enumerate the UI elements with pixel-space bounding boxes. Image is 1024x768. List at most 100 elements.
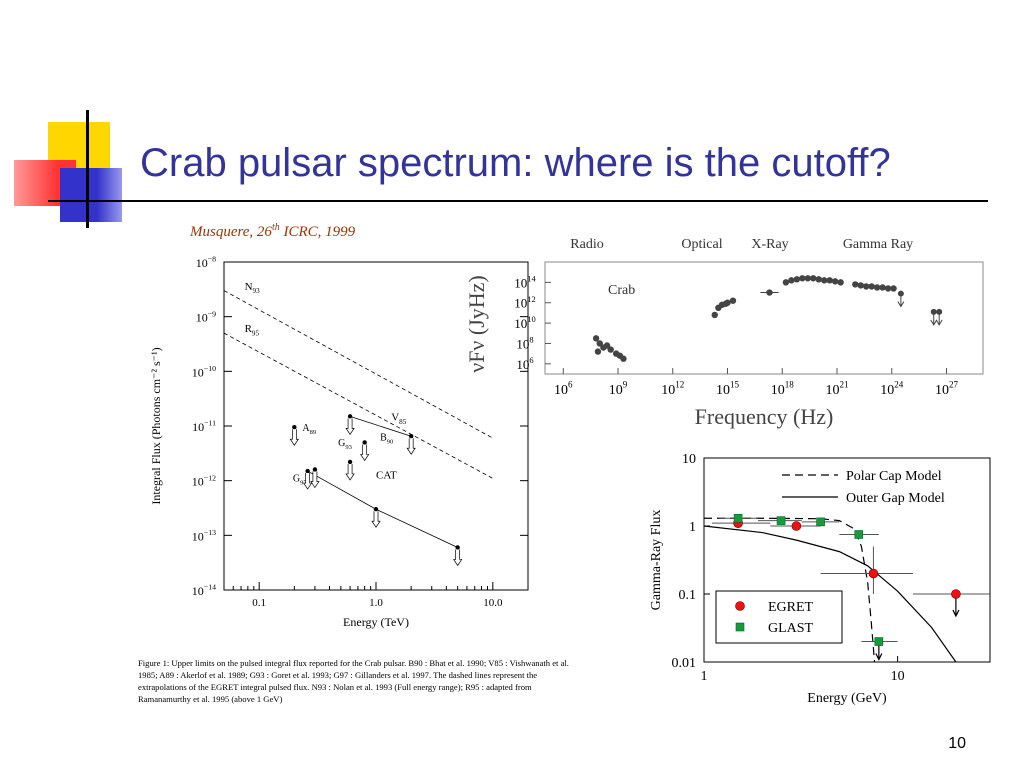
upper-limit-arrow — [289, 429, 299, 446]
data-point — [793, 276, 801, 283]
glast-point — [874, 637, 884, 646]
data-point — [884, 285, 892, 292]
solid-line-CAT — [307, 470, 458, 548]
upper-limit-arrow — [930, 313, 938, 326]
data-point — [863, 283, 870, 290]
data-point — [711, 311, 718, 319]
upper-limit-point — [930, 308, 937, 315]
egret-point — [791, 521, 802, 531]
dashed-line-label-R95: R95 — [245, 323, 260, 337]
upper-limit-point — [347, 459, 353, 465]
upper-limit-point — [292, 425, 297, 430]
upper-limit-point — [362, 440, 367, 445]
figure-caption: Figure 1: Upper limits on the pulsed int… — [138, 658, 569, 704]
upper-limit-arrow — [897, 295, 905, 308]
data-point — [594, 348, 602, 355]
data-point — [596, 340, 603, 347]
model-line-outer-gap-model — [703, 525, 957, 663]
legend-egret-marker — [735, 601, 745, 611]
chart-title: Crab — [608, 283, 635, 298]
y-axis-label: Gamma-Ray Flux — [649, 510, 664, 611]
upper-limit-label: G93 — [338, 438, 352, 451]
glast-point — [733, 513, 743, 523]
data-point — [592, 335, 600, 342]
plot-frame — [544, 261, 984, 375]
data-point — [821, 277, 828, 284]
x-tick-label: 1012 — [661, 380, 685, 398]
upper-limit-label: B90 — [380, 432, 393, 445]
upper-limit-point — [897, 290, 904, 297]
data-point — [857, 282, 864, 289]
x-axis-label: Energy (TeV) — [343, 615, 409, 629]
data-point — [782, 279, 790, 286]
x-axis-label: Energy (GeV) — [807, 691, 887, 706]
legend-polar-cap-label: Polar Cap Model — [846, 469, 942, 484]
y-tick-label: 106 — [516, 355, 533, 372]
upper-limit-arrow — [371, 511, 381, 528]
data-point — [873, 284, 881, 291]
data-point — [810, 275, 817, 282]
data-point — [826, 277, 833, 284]
x-tick-label: 0.1 — [252, 597, 266, 609]
logo-vertical-line — [86, 110, 89, 228]
y-tick-label: 0.1 — [679, 588, 697, 603]
y-tick-label: 10 — [682, 452, 696, 467]
y-tick-label: 10−13 — [192, 528, 216, 543]
dashed-line-R95 — [223, 332, 494, 479]
integral-flux-chart: 10−8 10−9 10−10 10−11 10−12 10−13 10−14 0.1 1.0 1… — [149, 255, 529, 629]
band-label: X-Ray — [751, 237, 788, 252]
upper-limit-point — [312, 467, 318, 472]
data-point — [868, 283, 875, 290]
upper-limit-arrow — [345, 418, 355, 436]
x-tick-label: 10 — [891, 669, 905, 684]
crab-sed-chart: Radio Optical X-Ray Gamma Ray Crab 106 109 1012… — [464, 237, 984, 429]
egret-point — [951, 589, 961, 599]
y-tick-label: 10−8 — [196, 255, 216, 270]
y-tick-label: 10−10 — [192, 364, 216, 379]
band-label: Optical — [681, 237, 722, 252]
y-tick-label: 108 — [516, 335, 533, 352]
x-tick-label: 1018 — [771, 380, 795, 398]
slide-title: Crab pulsar spectrum: where is the cutof… — [140, 141, 891, 185]
data-point — [890, 285, 897, 292]
citation-suffix: ICRC, 1999 — [279, 224, 356, 240]
dashed-line-N93 — [223, 290, 494, 439]
glast-point — [816, 517, 825, 527]
x-tick-label: 1 — [701, 669, 708, 684]
data-point — [607, 346, 614, 353]
x-tick-label: 10.0 — [483, 597, 503, 609]
egret-point — [868, 568, 879, 579]
legend-glast-label: GLAST — [768, 621, 814, 636]
data-point — [815, 276, 822, 283]
data-point — [729, 297, 737, 304]
data-point — [837, 279, 844, 286]
band-label: Gamma Ray — [843, 237, 913, 252]
label-V85: V85 — [391, 412, 407, 426]
citation-sup: th — [271, 222, 280, 233]
data-point — [879, 284, 886, 291]
citation: Musquere, 26th ICRC, 1999 — [190, 222, 355, 241]
upper-limit-point — [347, 414, 353, 419]
x-tick-label: 1021 — [825, 380, 848, 398]
x-tick-label: 1.0 — [369, 597, 383, 609]
logo-blue-square — [60, 168, 122, 222]
data-point — [799, 275, 806, 282]
legend-outer-gap-label: Outer Gap Model — [846, 491, 945, 506]
data-point — [804, 275, 811, 282]
legend-egret-label: EGRET — [768, 600, 814, 615]
solid-line-V85 — [349, 415, 412, 437]
y-tick-label: 10−9 — [196, 309, 216, 324]
y-tick-label: 1014 — [514, 274, 536, 291]
x-tick-label: 1015 — [716, 380, 740, 398]
glast-point — [854, 530, 864, 539]
dashed-line-label-N93: N93 — [245, 281, 261, 295]
data-point — [603, 342, 611, 349]
data-point — [616, 352, 624, 359]
page-number: 10 — [948, 735, 966, 752]
y-tick-label: 10−14 — [192, 583, 216, 598]
citation-prefix: Musquere, 26 — [190, 224, 272, 240]
upper-limit-arrow — [935, 313, 943, 326]
upper-limit-point — [408, 434, 414, 439]
y-axis-label: νFν (JyHz) — [464, 275, 489, 373]
y-tick-label: 1012 — [514, 294, 535, 311]
